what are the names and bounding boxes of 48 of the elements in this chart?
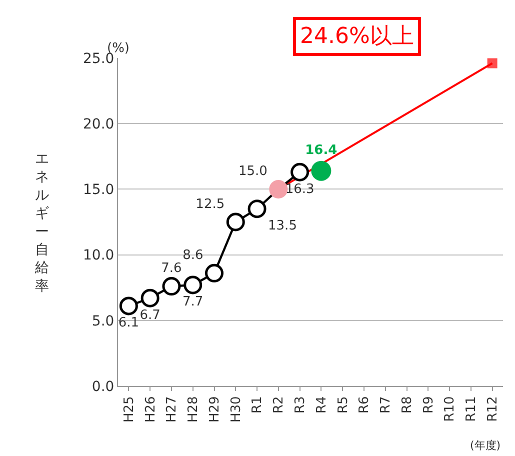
x-tick-label: R9 — [421, 396, 436, 414]
y-tick-label: 25.0 — [83, 50, 114, 67]
x-tick-label: R5 — [336, 396, 351, 414]
x-tick-label: R10 — [442, 396, 458, 422]
x-tick-label: R3 — [293, 396, 308, 414]
point — [119, 296, 138, 316]
data-label: 6.7 — [140, 308, 160, 323]
point — [290, 162, 310, 182]
y-tick-label: 0.0 — [92, 378, 114, 395]
x-tick-label: R8 — [400, 396, 415, 414]
point — [140, 288, 160, 308]
x-tick-label: R4 — [314, 396, 330, 414]
x-tick-label: H26 — [143, 396, 158, 423]
point — [248, 200, 266, 218]
x-tick-label: R2 — [272, 396, 287, 414]
data-label: 13.5 — [268, 218, 297, 234]
x-tick-label: R12 — [486, 396, 501, 422]
point — [311, 160, 332, 181]
text: 24.6%以上 — [300, 24, 414, 49]
data-label: 15.0 — [238, 164, 268, 179]
y-axis-title: エネルギー自給率 — [34, 151, 49, 294]
point — [226, 212, 245, 232]
y-tick-label: 10.0 — [83, 248, 114, 264]
x-tick-label: H30 — [228, 396, 244, 423]
data-label: 12.5 — [196, 196, 225, 212]
x-tick-label: H28 — [186, 396, 202, 423]
x-tick-label: H27 — [164, 396, 180, 423]
data-label: 7.7 — [182, 294, 204, 310]
point — [487, 58, 498, 68]
x-tick-label: R11 — [464, 396, 480, 422]
data-label: 16.4 — [305, 143, 338, 158]
x-tick-label: R7 — [378, 396, 394, 414]
point — [269, 180, 288, 198]
point — [205, 264, 224, 282]
point — [162, 277, 181, 296]
y-tick-label: 15.0 — [83, 182, 114, 198]
y-tick-label: 5.0 — [92, 313, 114, 330]
data-label: 6.1 — [118, 316, 140, 331]
data-label: 8.6 — [182, 248, 204, 263]
point — [184, 276, 202, 294]
x-tick-label: R6 — [357, 396, 372, 414]
x-tick-label: R1 — [250, 396, 266, 414]
y-tick-label: 20.0 — [83, 116, 114, 132]
x-tick-label: H29 — [207, 396, 222, 423]
x-tick-label: H25 — [122, 396, 137, 423]
x-axis-title: (年度) — [470, 439, 501, 452]
data-label: 16.3 — [285, 182, 314, 197]
data-label: 7.6 — [161, 261, 182, 276]
